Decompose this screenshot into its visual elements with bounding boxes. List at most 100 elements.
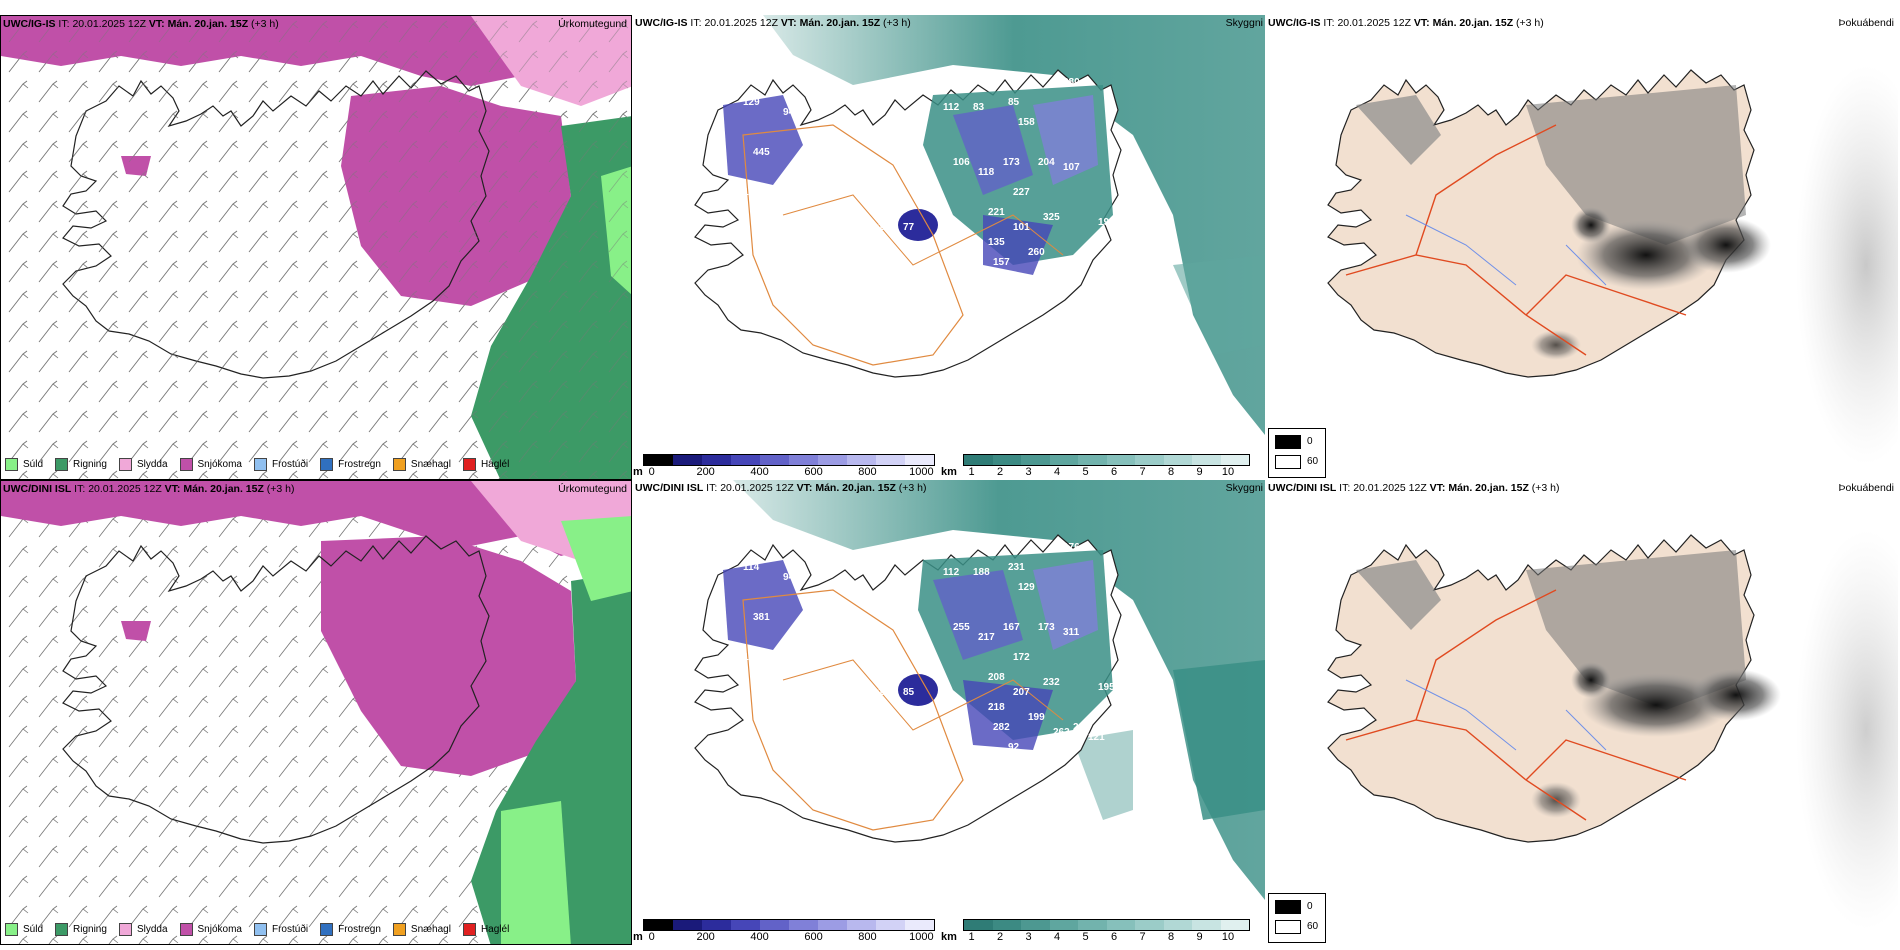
visibility-label: 207 — [1013, 687, 1030, 698]
height-colorbar — [643, 454, 935, 466]
tick-label: 10 — [1221, 931, 1235, 943]
legend-item: Snæhagl — [392, 458, 451, 471]
legend-label: Súld — [23, 924, 44, 935]
visibility-label: 173 — [1003, 157, 1020, 168]
panel-title: UWC/IG-IS IT: 20.01.2025 12Z VT: Mán. 20… — [3, 18, 279, 30]
legend-swatch — [55, 923, 69, 936]
legend-swatch — [5, 923, 18, 936]
visibility-label: 325 — [1043, 212, 1060, 223]
tick-label: 5 — [1082, 466, 1089, 478]
visibility-map: 114 94 381 124 85 109 112 188 231 129 255 217 167 173… — [694, 480, 1265, 900]
height-color-segment — [847, 920, 876, 930]
panel-title: UWC/DINI ISL IT: 20.01.2025 12Z VT: Mán.… — [3, 483, 295, 495]
visibility-label: 129 — [743, 97, 760, 108]
visibility-label: 94 — [783, 107, 795, 118]
visibility-label: 124 — [743, 187, 760, 198]
vis-color-segment — [1163, 455, 1192, 465]
height-color-segment — [673, 455, 702, 465]
tick-label: 0 — [648, 931, 655, 943]
panel-title: UWC/IG-IS IT: 20.01.2025 12Z VT: Mán. 20… — [1268, 17, 1544, 29]
legend-swatch — [179, 923, 193, 936]
panel-title: UWC/DINI ISL IT: 20.01.2025 12Z VT: Mán.… — [635, 482, 927, 494]
vis-color-segment — [964, 455, 993, 465]
visibility-label: 94 — [783, 572, 795, 583]
field-name: Skyggni — [1225, 482, 1263, 494]
visibility-label: 445 — [753, 147, 770, 158]
legend-item: Haglél — [462, 923, 509, 936]
height-unit: m — [633, 466, 643, 478]
height-color-segment — [789, 920, 818, 930]
tick-label: 800 — [858, 931, 877, 943]
visibility-label: 188 — [973, 567, 990, 578]
visibility-label: 106 — [953, 157, 970, 168]
fog-legend-value: 60 — [1307, 921, 1319, 932]
legend-swatch — [253, 458, 267, 471]
legend-label: Frostúði — [271, 924, 309, 935]
height-color-segment — [644, 455, 673, 465]
field-name: Þokuábendi — [1838, 482, 1894, 494]
tick-label: 1 — [968, 931, 975, 943]
field-name: Skyggni — [1225, 17, 1263, 29]
visibility-label: 199 — [1028, 712, 1045, 723]
legend-item: Frostúði — [253, 458, 309, 471]
tick-label: 200 — [696, 931, 715, 943]
legend-item: Snæhagl — [392, 923, 451, 936]
legend-label: Snæhagl — [410, 924, 451, 935]
legend-item: Haglél — [462, 458, 509, 471]
fog-swatch-0 — [1275, 435, 1301, 449]
legend-label: Rigning — [73, 924, 107, 935]
height-color-segment — [644, 920, 673, 930]
visibility-label: 217 — [978, 632, 995, 643]
visibility-label: 195 — [1098, 682, 1115, 693]
height-color-segment — [905, 920, 934, 930]
vis-color-segment — [1078, 455, 1107, 465]
visibility-label: 260 — [1028, 247, 1045, 258]
tick-label: 10 — [1221, 466, 1235, 478]
tick-label: 400 — [750, 931, 769, 943]
fog-panel-bottom: UWC/DINI ISL IT: 20.01.2025 12Z VT: Mán.… — [1266, 480, 1898, 945]
tick-label: 4 — [1053, 466, 1061, 478]
fog-map — [1327, 530, 1898, 930]
legend-label: Slydda — [136, 459, 168, 470]
tick-label: 7 — [1139, 931, 1146, 943]
tick-label: 600 — [804, 466, 823, 478]
visibility-label: 167 — [1003, 622, 1020, 633]
legend-label: Frostregn — [338, 924, 381, 935]
height-color-segment — [818, 920, 847, 930]
vis-color-segment — [1021, 920, 1050, 930]
legend-swatch — [392, 923, 406, 936]
visibility-label: 95 — [1113, 707, 1125, 718]
visibility-label: 204 — [1038, 157, 1055, 168]
height-color-segment — [818, 455, 847, 465]
vis-color-segment — [1135, 920, 1164, 930]
tick-label: 5 — [1082, 931, 1089, 943]
visibility-label: 109 — [878, 687, 895, 698]
height-color-segment — [731, 455, 760, 465]
legend-label: Frostúði — [271, 459, 309, 470]
tick-label: 200 — [696, 466, 715, 478]
visibility-label: 112 — [943, 567, 960, 578]
fog-swatch-60 — [1275, 920, 1301, 934]
fog-swatch-0 — [1275, 900, 1301, 914]
visibility-label: 218 — [988, 702, 1005, 713]
fog-map — [1327, 65, 1898, 465]
tick-label: 1 — [968, 466, 975, 478]
legend-swatch — [462, 923, 476, 936]
legend-swatch — [320, 923, 334, 936]
visibility-label: 121 — [1088, 732, 1105, 743]
tick-label: 600 — [804, 931, 823, 943]
vis-color-segment — [1049, 920, 1078, 930]
vis-color-segment — [1135, 455, 1164, 465]
visibility-label: 112 — [943, 102, 960, 113]
height-color-segment — [702, 455, 731, 465]
precip-type-panel-bottom: UWC/DINI ISL IT: 20.01.2025 12Z VT: Mán.… — [0, 480, 632, 945]
vis-color-segment — [992, 455, 1021, 465]
precip-type-map — [1, 16, 631, 479]
visibility-label: 114 — [743, 562, 760, 573]
legend-swatch — [179, 458, 193, 471]
fog-legend: 0 60 — [1268, 893, 1326, 943]
legend-label: Rigning — [73, 459, 107, 470]
visibility-panel-top: 129 94 445 124 77 104 112 83 85 158 106 118 173 204 10… — [633, 15, 1265, 480]
visibility-map: 129 94 445 124 77 104 112 83 85 158 106 118 173 204 10… — [694, 15, 1265, 435]
legend-swatch — [118, 923, 132, 936]
